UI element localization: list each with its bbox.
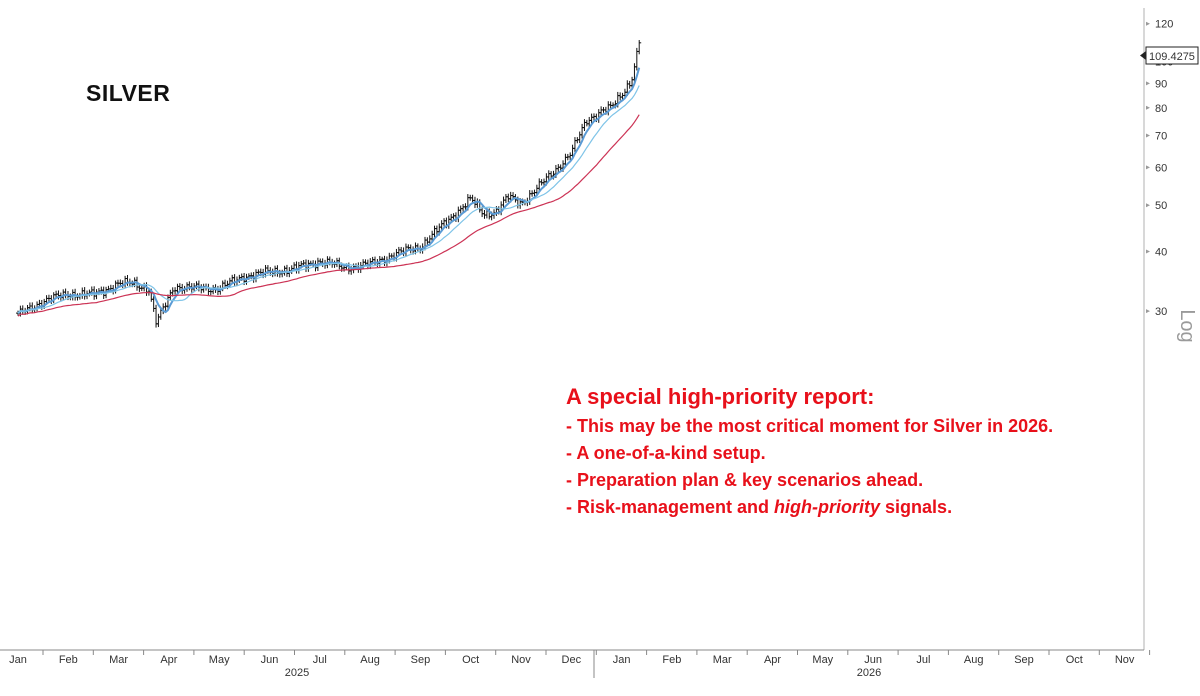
y-tick-mark [1146, 249, 1150, 254]
x-tick-label: Jul [916, 654, 930, 666]
price-bar [270, 268, 275, 278]
x-tick-label: Jan [9, 654, 27, 666]
x-tick-label: Apr [764, 654, 781, 666]
report-bullet-preparation: - Preparation plan & key scenarios ahead… [566, 470, 924, 490]
price-bar [584, 119, 589, 127]
price-bar [425, 237, 430, 245]
price-bar [30, 302, 35, 314]
y-tick-mark [1146, 133, 1150, 138]
price-bar [63, 288, 68, 299]
y-tick-label: 80 [1155, 103, 1167, 115]
x-tick-label: Nov [511, 654, 531, 666]
price-bar [82, 287, 87, 300]
y-tick-label: 60 [1155, 162, 1167, 174]
price-bar [461, 204, 466, 212]
y-tick-mark [1146, 309, 1150, 314]
x-tick-label: Jul [313, 654, 327, 666]
x-tick-label: Feb [662, 654, 681, 666]
y-tick-mark [1146, 81, 1150, 86]
x-tick-label: Oct [1066, 654, 1083, 666]
price-bar [503, 193, 508, 203]
x-tick-label: Jun [261, 654, 279, 666]
y-tick-mark [1146, 203, 1150, 208]
price-bar [506, 193, 511, 203]
x-tick-label: Aug [360, 654, 380, 666]
moving-average-line-3 [17, 114, 640, 317]
x-tick-label: Mar [713, 654, 732, 666]
x-tick-label: Feb [59, 654, 78, 666]
price-bar [458, 205, 463, 214]
chart-title: SILVER [86, 80, 171, 106]
price-bar [618, 92, 623, 101]
y-tick-label: 40 [1155, 247, 1167, 259]
price-bar [373, 256, 378, 266]
price-bar [582, 119, 587, 131]
last-value-label: 109.4275 [1149, 51, 1195, 63]
x-tick-label: Jan [613, 654, 631, 666]
y-tick-label: 50 [1155, 200, 1167, 212]
report-callout: A special high-priority report: - This m… [566, 383, 1176, 521]
x-tick-label: Mar [109, 654, 128, 666]
x-tick-label: Jun [864, 654, 882, 666]
x-tick-label: Oct [462, 654, 479, 666]
y-tick-mark [1146, 105, 1150, 110]
x-axis: Jan Feb Mar Apr May Jun Jul Aug Sep Oct Nov Dec Jan F… [0, 649, 1151, 679]
year-label: 2026 [857, 667, 881, 679]
moving-average-line-1 [17, 67, 641, 314]
y-axis: 30405060708090100120 [1143, 8, 1173, 650]
y-tick-label: 120 [1155, 19, 1173, 31]
report-bullet-risk-emphasis: high-priority [774, 497, 881, 517]
x-tick-label: Nov [1115, 654, 1135, 666]
price-bar [156, 313, 161, 328]
price-bar [20, 305, 25, 315]
price-bar [294, 261, 299, 274]
last-value-badge: 109.4275 [1140, 46, 1199, 65]
price-bar [232, 274, 237, 286]
x-tick-label: Sep [1014, 654, 1034, 666]
price-bar [637, 40, 642, 55]
moving-average-lines [17, 67, 641, 317]
x-tick-label: May [209, 654, 230, 666]
x-tick-label: Apr [160, 654, 177, 666]
price-bar [442, 218, 447, 227]
x-tick-label: Sep [411, 654, 431, 666]
price-bar [556, 164, 561, 172]
report-heading: A special high-priority report: [566, 384, 875, 409]
price-bar [475, 198, 480, 208]
y-tick-mark [1146, 21, 1150, 26]
x-tick-label: May [812, 654, 833, 666]
report-bullet-setup: - A one-of-a-kind setup. [566, 443, 766, 463]
report-bullet-risk-pre: - Risk-management and [566, 497, 775, 517]
price-bar [482, 210, 487, 219]
report-bullet-critical-moment: - This may be the most critical moment f… [566, 416, 1054, 436]
y-tick-label: 30 [1155, 306, 1167, 318]
price-bar [627, 80, 632, 89]
price-bar [80, 287, 85, 299]
y-tick-label: 70 [1155, 130, 1167, 142]
x-tick-label: Aug [964, 654, 984, 666]
year-label: 2025 [285, 667, 309, 679]
price-bar [282, 265, 287, 276]
y-tick-mark [1146, 165, 1150, 170]
moving-average-line-2 [17, 85, 640, 314]
report-bullet-risk-post: signals. [880, 497, 953, 517]
price-bar [415, 243, 420, 252]
log-scale-label: Log [1176, 309, 1198, 342]
y-tick-label: 90 [1155, 78, 1167, 90]
x-tick-label: Dec [562, 654, 582, 666]
report-bullet-risk-management: - Risk-management and high-priority sign… [566, 494, 1176, 521]
